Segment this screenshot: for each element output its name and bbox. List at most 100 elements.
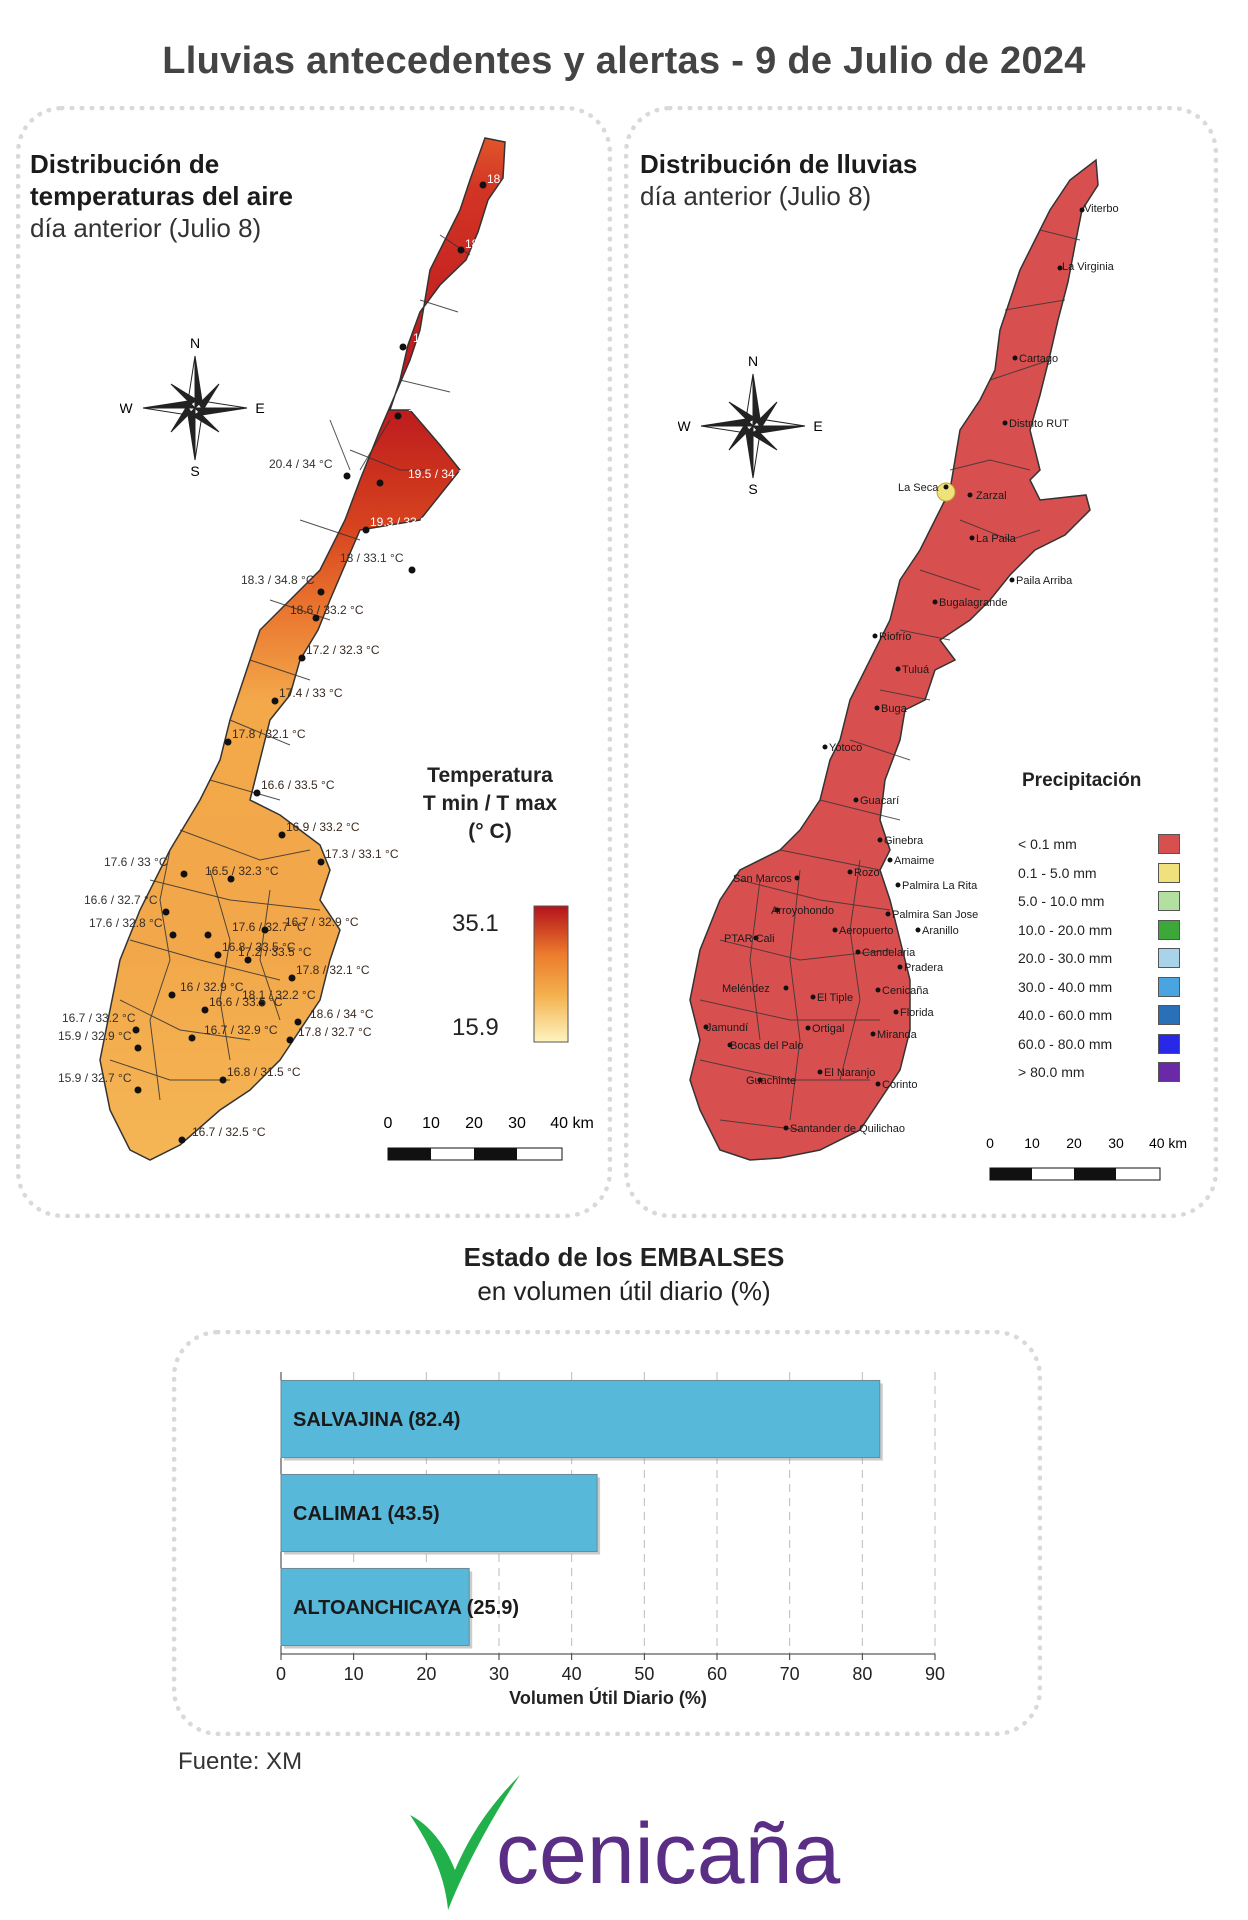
- rain-station-dot: [893, 1009, 899, 1015]
- rain-station-dot: [794, 875, 800, 881]
- scale-40: 40 km: [550, 1115, 594, 1132]
- rain-station-dot: [887, 857, 893, 863]
- rain-station-label: Candelaria: [862, 947, 916, 959]
- rain-station-label: Ortigal: [812, 1023, 844, 1035]
- temperature-station-label: 16.6 / 33.5 °C: [261, 778, 335, 792]
- rain-scale-40: 40 km: [1149, 1135, 1187, 1151]
- temperature-station-label: 17.3 / 33.1 °C: [325, 847, 399, 861]
- temperature-station-dot: [134, 1086, 142, 1094]
- temperature-station-label: 17.2 / 32.3 °C: [306, 643, 380, 657]
- rain-legend-label: 30.0 - 40.0 mm: [1018, 978, 1113, 995]
- temperature-station-label: 18.6 / 33.7 °C: [487, 172, 561, 186]
- chart-bar: [280, 1567, 470, 1647]
- page-title: Lluvias antecedentes y alertas - 9 de Ju…: [162, 40, 1086, 82]
- rain-station-label: Palmira San Jose: [892, 909, 978, 921]
- rain-station-dot: [1002, 420, 1008, 426]
- rain-station-label: Buga: [881, 703, 908, 715]
- temperature-legend-bar: [533, 905, 569, 1043]
- temperature-station-dot: [178, 1136, 186, 1144]
- rain-title-line1: Distribución de lluvias: [640, 149, 918, 179]
- rain-legend-swatch: [1158, 834, 1180, 854]
- rain-station-label: Distrito RUT: [1009, 418, 1069, 430]
- compass-rain-s: S: [748, 481, 757, 496]
- rain-scale-30: 30: [1108, 1135, 1124, 1151]
- temperature-station-dot: [457, 246, 465, 254]
- rain-legend-label: 5.0 - 10.0 mm: [1018, 893, 1105, 909]
- compass-n: N: [190, 338, 200, 351]
- rain-station-dot: [855, 949, 861, 955]
- chart-bar: [280, 1473, 598, 1553]
- logo-leaf-icon: [410, 1775, 520, 1910]
- rain-station-dot: [1079, 207, 1085, 213]
- rain-station-label: El Naranjo: [824, 1067, 875, 1079]
- chart-bar-label: CALIMA1 (43.5): [293, 1503, 440, 1525]
- rain-station-label: Corinto: [882, 1079, 917, 1091]
- chart-tick-label: 70: [780, 1664, 800, 1684]
- scale-20: 20: [465, 1115, 483, 1132]
- temperature-station-label: 15.9 / 32.7 °C: [58, 1071, 132, 1085]
- rain-station-dot: [1009, 577, 1015, 583]
- legend-title-line1: Temperatura: [427, 764, 553, 787]
- rain-station-dot: [967, 492, 973, 498]
- reservoirs-panel: [172, 1330, 1042, 1736]
- temperature-station-dot: [399, 343, 407, 351]
- temperature-station-label: 16.7 / 32.5 °C: [192, 1125, 266, 1139]
- rain-station-dot: [774, 907, 780, 913]
- temperature-station-dot: [312, 614, 320, 622]
- rain-station-dot: [727, 1042, 733, 1048]
- temperature-station-dot: [134, 1044, 142, 1052]
- rain-station-label: Rozo: [854, 867, 880, 879]
- rain-station-label: Bocas del Palo: [730, 1040, 803, 1052]
- scale-10: 10: [422, 1115, 440, 1132]
- rain-legend-item: 10.0 - 20.0 mm: [1018, 919, 1188, 942]
- chart-x-label: Volumen Útil Diario (%): [509, 1687, 707, 1708]
- temperature-panel: [16, 106, 612, 1218]
- temperature-stations: 18.6 / 33.7 °C 18 / 34.6 °C 19.8 / 35.1 °C…: [58, 172, 561, 1144]
- rain-scale-20: 20: [1066, 1135, 1082, 1151]
- rain-station-label: Aeropuerto: [839, 925, 893, 937]
- rain-station-label: Ginebra: [884, 835, 924, 847]
- rain-station-dot: [877, 837, 883, 843]
- temperature-station-dot: [288, 974, 296, 982]
- rain-legend-label: 40.0 - 60.0 mm: [1018, 1007, 1113, 1023]
- temperature-voronoi-lines: [109, 234, 471, 1101]
- rain-station-label: Cartago: [1019, 353, 1058, 365]
- rain-legend-swatch: [1158, 1062, 1180, 1082]
- rain-station-label: Paila Arriba: [1016, 575, 1073, 587]
- rain-station-label: Florida: [900, 1007, 935, 1019]
- temperature-station-label: 16.6 / 32.7 °C: [84, 893, 158, 907]
- scale-0: 0: [384, 1115, 393, 1132]
- rain-legend-swatch: [1158, 976, 1180, 997]
- temperature-station-label: 18.6 / 34 °C: [310, 1007, 374, 1021]
- rain-station-dot: [847, 869, 853, 875]
- rain-scale-0: 0: [986, 1135, 994, 1151]
- rain-station-label: Cenicaña: [882, 985, 929, 997]
- rain-legend-item: 20.0 - 30.0 mm: [1018, 948, 1188, 970]
- rain-station-label: Guacarí: [860, 795, 899, 807]
- rain-legend-swatch: [1158, 891, 1180, 911]
- temperature-title-line1: Distribución de: [30, 149, 220, 179]
- rain-station-label: Bugalagrande: [939, 597, 1008, 609]
- rain-legend-item: 0.1 - 5.0 mm: [1018, 862, 1188, 885]
- rain-legend-swatch: [1158, 1005, 1180, 1025]
- rain-station-dot: [969, 535, 975, 541]
- chart-tick-label: 60: [707, 1664, 727, 1684]
- reservoirs-title-line1: Estado de los EMBALSES: [463, 1242, 785, 1272]
- temperature-station-dot: [271, 697, 279, 705]
- temperature-station-dot: [343, 472, 351, 480]
- rain-station-dot: [943, 484, 949, 490]
- rain-station-label: Tuluá: [902, 664, 930, 676]
- rain-station-dot: [757, 1077, 763, 1083]
- rain-station-dot: [875, 987, 881, 993]
- temperature-station-dot: [201, 1006, 209, 1014]
- rain-station-dot: [805, 1025, 811, 1031]
- temperature-station-label: 19.3 / 35 °C: [408, 400, 472, 414]
- chart-tick-label: 50: [634, 1664, 654, 1684]
- rain-legend-label: 0.1 - 5.0 mm: [1018, 864, 1097, 881]
- rain-station-label: Arroyohondo: [771, 905, 834, 917]
- rain-station-dot: [1012, 355, 1018, 361]
- rain-station-label: Viterbo: [1084, 203, 1119, 215]
- temperature-station-dot: [180, 870, 188, 878]
- rain-legend-swatch: [1158, 862, 1180, 883]
- temperature-station-label: 18 / 33.1 °C: [340, 551, 404, 565]
